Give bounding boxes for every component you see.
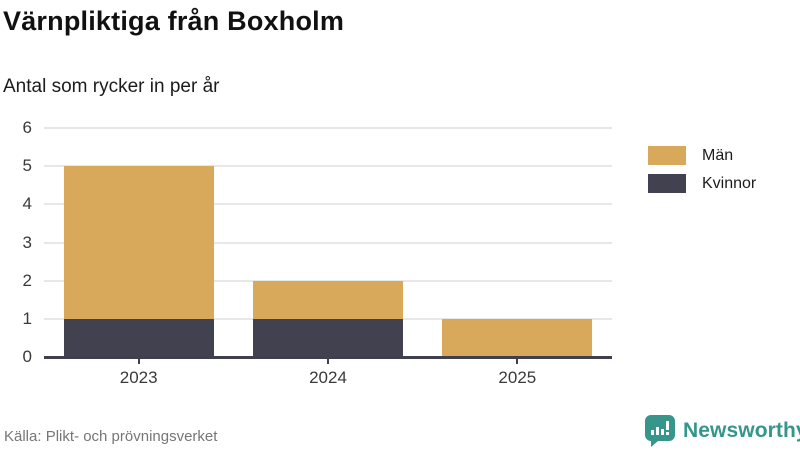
x-axis-line [44, 356, 612, 359]
y-tick-label: 4 [22, 194, 32, 214]
y-tick-label: 2 [22, 270, 32, 290]
bar-2023 [64, 128, 214, 357]
gridline [44, 127, 612, 129]
bar-segment-kvinnor [64, 318, 214, 357]
legend: Män Kvinnor [648, 146, 756, 202]
gridline [44, 241, 612, 244]
x-tick [327, 358, 329, 364]
gridline [44, 165, 612, 168]
bar-segment-kvinnor [253, 318, 403, 357]
y-tick-label: 3 [22, 232, 32, 252]
bar-segment-män [64, 166, 214, 319]
source-note: Källa: Plikt- och prövningsverket [4, 428, 218, 445]
bar-segment-män [442, 318, 592, 357]
bar-segment-män [253, 280, 403, 319]
bar-chart-speech-bubble-icon [645, 415, 675, 447]
x-tick [516, 358, 519, 364]
bar-2025 [442, 128, 592, 357]
legend-item-män: Män [648, 146, 756, 165]
plot-area [44, 127, 612, 359]
gridline [44, 203, 612, 206]
bar-chart: 0 1 2 3 4 5 6 2023 2024 2025 [0, 110, 640, 400]
x-tick-label: 2024 [309, 368, 347, 387]
y-tick-label: 5 [22, 156, 32, 176]
y-tick-label: 6 [22, 118, 32, 137]
legend-label: Kvinnor [702, 174, 757, 192]
legend-swatch [648, 146, 686, 165]
legend-item-kvinnor: Kvinnor [648, 174, 756, 193]
x-tick-label: 2025 [498, 368, 537, 387]
x-tick-label: 2023 [119, 368, 158, 387]
chart-title: Värnpliktiga från Boxholm [3, 6, 345, 36]
legend-label: Män [702, 146, 734, 164]
y-tick-label: 1 [22, 308, 32, 328]
y-tick-label: 0 [22, 347, 32, 366]
bar-2024 [253, 128, 403, 357]
newsworthy-branding: Newsworthy [644, 414, 800, 448]
gridline [44, 279, 612, 282]
legend-swatch [648, 174, 686, 193]
x-tick [137, 358, 140, 364]
chart-subtitle: Antal som rycker in per år [3, 76, 220, 97]
newsworthy-logo-text: Newsworthy [683, 419, 800, 442]
